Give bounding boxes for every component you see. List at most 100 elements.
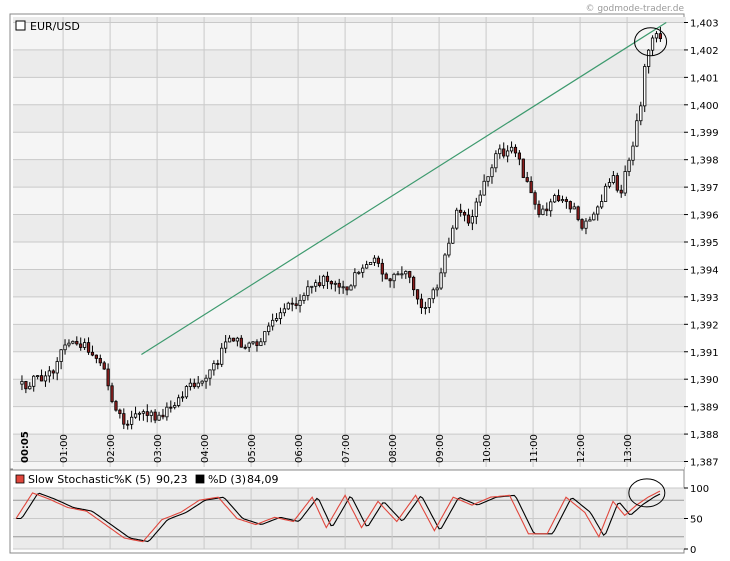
candle-body xyxy=(412,276,416,291)
candle-body xyxy=(157,414,161,421)
candle-body xyxy=(208,369,212,379)
candle-body xyxy=(635,120,639,147)
candle-body xyxy=(325,275,330,282)
candle-body xyxy=(462,212,467,216)
candle-body xyxy=(615,175,619,191)
candle-body xyxy=(647,49,651,67)
candle-body xyxy=(153,411,157,421)
candle-body xyxy=(658,33,663,40)
candle-body xyxy=(32,375,36,387)
candle-body xyxy=(110,385,114,402)
candle-body xyxy=(623,171,627,194)
candle-body xyxy=(509,146,514,152)
candle-body xyxy=(439,272,443,289)
price-x-tick-label: 12:00 xyxy=(576,434,587,463)
candle-body xyxy=(169,406,173,409)
price-x-tick-label: 01:00 xyxy=(59,434,70,463)
highlight-circle-stoch xyxy=(628,478,666,508)
candle-body xyxy=(196,382,200,388)
candle-body xyxy=(161,414,165,418)
candle-body xyxy=(447,242,451,256)
candle-body xyxy=(114,401,118,411)
price-y-tick-label: 1,398 xyxy=(690,156,719,167)
price-x-tick-label: 09:00 xyxy=(435,434,446,463)
candle-body xyxy=(102,362,106,370)
candle-body xyxy=(607,182,612,187)
candle-body xyxy=(220,347,224,365)
candle-body xyxy=(549,201,553,212)
candle-body xyxy=(267,325,271,332)
price-y-tick-label: 1,395 xyxy=(690,238,719,249)
candle-body xyxy=(556,195,561,202)
candle-body xyxy=(86,342,91,353)
candle-body xyxy=(302,295,306,301)
candle-body xyxy=(619,189,623,194)
candle-body xyxy=(576,206,580,220)
candle-body xyxy=(318,282,322,286)
candle-body xyxy=(337,282,341,288)
stoch-y-tick-label: 0 xyxy=(690,545,696,556)
price-y-tick-label: 1,393 xyxy=(690,293,719,304)
candle-body xyxy=(388,278,392,282)
candle-body xyxy=(545,208,549,212)
candle-body xyxy=(333,282,337,285)
candle-body xyxy=(282,308,286,314)
candle-body xyxy=(212,363,216,371)
price-x-tick-label: 03:00 xyxy=(153,434,164,463)
candle-body xyxy=(192,382,196,388)
candle-body xyxy=(274,318,279,321)
highlight-circle-price xyxy=(634,27,668,57)
candle-body xyxy=(361,267,365,273)
price-y-tick-label: 1,401 xyxy=(690,73,719,84)
price-y-tick-label: 1,390 xyxy=(690,375,719,386)
stoch-d-legend-value: 84,09 xyxy=(247,473,279,486)
price-grid-stripe xyxy=(13,77,684,105)
candle-body xyxy=(39,375,44,382)
price-y-tick-label: 1,394 xyxy=(690,265,719,276)
price-x-tick-label: 06:00 xyxy=(294,434,305,463)
stoch-d-line xyxy=(16,492,661,543)
candle-body xyxy=(572,206,576,210)
candle-body xyxy=(650,37,655,51)
candle-body xyxy=(298,299,302,306)
price-panel-horizontal-gridlines xyxy=(13,21,684,463)
candle-body xyxy=(98,358,102,364)
candle-body xyxy=(184,386,189,398)
price-grid-stripe xyxy=(13,22,684,50)
candle-body xyxy=(79,343,83,348)
candle-body xyxy=(592,213,596,221)
candle-body xyxy=(537,203,541,215)
price-x-tick-label: 04:00 xyxy=(200,434,211,463)
candle-body xyxy=(643,66,647,107)
candle-body xyxy=(75,340,79,345)
candle-body xyxy=(631,145,635,161)
candle-body xyxy=(455,209,459,229)
candle-body xyxy=(639,105,643,122)
stoch-y-axis-ticks: 100 50 0 xyxy=(684,484,709,556)
price-y-tick-label: 1,403 xyxy=(690,18,719,29)
candle-body xyxy=(173,405,177,408)
stoch-d-legend-name: %D (3) xyxy=(208,473,246,486)
candle-body xyxy=(415,289,420,300)
candle-body xyxy=(384,273,388,280)
candle-body xyxy=(71,340,75,344)
candle-body xyxy=(404,271,408,275)
candle-body xyxy=(353,272,357,287)
candle-body xyxy=(611,175,616,183)
candle-body xyxy=(130,416,134,425)
candle-body xyxy=(400,273,404,276)
price-grid-stripe xyxy=(13,406,684,435)
price-grid-stripe xyxy=(13,132,684,160)
candle-body xyxy=(321,275,326,286)
price-y-tick-label: 1,396 xyxy=(690,211,719,222)
candle-body xyxy=(55,361,59,374)
candle-body xyxy=(368,261,373,265)
candle-body xyxy=(498,148,502,155)
candle-body xyxy=(568,201,572,210)
price-x-tick-label: 05:00 xyxy=(247,434,258,463)
price-grid-stripe xyxy=(13,351,684,380)
candle-body xyxy=(255,341,259,346)
candle-body xyxy=(478,194,482,203)
candle-body xyxy=(224,341,228,349)
candle-body xyxy=(490,167,494,178)
